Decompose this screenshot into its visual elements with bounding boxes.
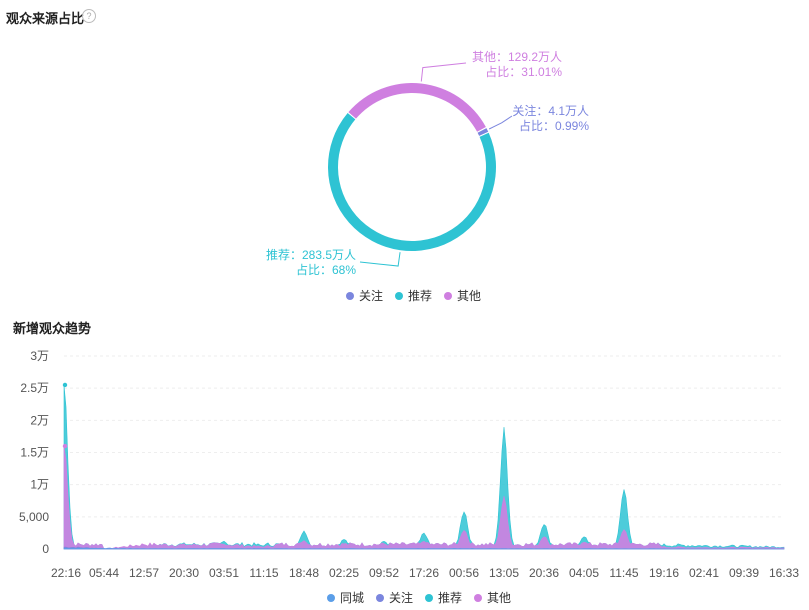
x-tick-label-4: 03:51 — [209, 566, 239, 580]
series-start-point-3 — [62, 443, 68, 449]
legend-dot — [474, 593, 483, 602]
x-tick-label-12: 20:36 — [529, 566, 559, 580]
legend-dot — [346, 291, 354, 300]
x-tick-label-10: 00:56 — [449, 566, 479, 580]
x-tick-label-17: 09:39 — [729, 566, 759, 580]
y-tick-label-1: 5,000 — [19, 510, 49, 524]
donut-slice-1[interactable] — [328, 112, 496, 251]
donut-label-2: 其他：129.2万人 — [472, 50, 562, 64]
y-tick-label-6: 3万 — [30, 349, 49, 363]
donut-label-1: 推荐：283.5万人 — [266, 248, 356, 262]
x-tick-label-7: 02:25 — [329, 566, 359, 580]
x-tick-label-14: 11:45 — [609, 566, 638, 580]
x-tick-label-9: 17:26 — [409, 566, 439, 580]
x-tick-label-8: 09:52 — [369, 566, 399, 580]
donut-percent-1: 占比：68% — [296, 262, 356, 277]
donut-slice-0[interactable] — [477, 128, 489, 136]
legend-dot — [444, 291, 453, 300]
donut-percent-0: 占比：0.99% — [519, 118, 589, 133]
audience-source-title: 观众来源占比 — [6, 11, 85, 26]
legend-label: 推荐 — [438, 591, 463, 605]
donut-legend-item-0[interactable]: 关注 — [346, 287, 383, 304]
trend-legend-item-0[interactable]: 同城 — [327, 589, 364, 606]
x-tick-label-6: 18:48 — [289, 566, 319, 580]
trend-legend: 同城 关注 推荐 其他 — [327, 589, 523, 606]
donut-label-0: 关注：4.1万人 — [512, 103, 589, 118]
legend-label: 关注 — [389, 591, 414, 605]
x-tick-label-3: 20:30 — [169, 566, 199, 580]
donut-leader-1 — [359, 252, 401, 267]
question-icon[interactable]: ? — [82, 9, 96, 23]
y-tick-label-2: 1万 — [30, 478, 49, 492]
donut-leader-0 — [488, 115, 513, 130]
x-tick-label-5: 11:15 — [249, 566, 278, 580]
x-tick-label-2: 12:57 — [129, 566, 159, 580]
series-start-point-2 — [62, 382, 68, 388]
donut-percent-2: 占比：31.01% — [485, 64, 562, 79]
legend-label: 关注 — [359, 289, 384, 303]
x-tick-label-16: 02:41 — [689, 566, 719, 580]
trend-legend-item-3[interactable]: 其他 — [474, 589, 511, 606]
area-series-2[interactable] — [63, 385, 785, 550]
legend-label: 其他 — [487, 591, 512, 605]
trend-legend-item-2[interactable]: 推荐 — [425, 589, 462, 606]
y-tick-label-0: 0 — [42, 542, 49, 556]
legend-label: 同城 — [340, 591, 365, 605]
x-tick-label-15: 19:16 — [649, 566, 679, 580]
donut-legend: 关注 推荐 其他 — [346, 287, 493, 304]
donut-slice-2[interactable] — [348, 83, 486, 132]
y-tick-label-4: 2万 — [30, 413, 49, 427]
legend-dot — [376, 593, 385, 602]
x-tick-label-11: 13:05 — [489, 566, 519, 580]
area-series-0[interactable] — [63, 547, 785, 550]
trend-legend-item-1[interactable]: 关注 — [376, 589, 413, 606]
new-audience-trend-title: 新增观众趋势 — [13, 321, 92, 336]
legend-label: 推荐 — [408, 289, 433, 303]
legend-dot — [425, 593, 434, 602]
y-tick-label-3: 1.5万 — [20, 446, 49, 460]
legend-dot — [395, 291, 404, 300]
x-tick-label-13: 04:05 — [569, 566, 599, 580]
legend-label: 其他 — [457, 289, 482, 303]
x-tick-label-0: 22:16 — [51, 566, 81, 580]
x-tick-label-1: 05:44 — [89, 566, 119, 580]
legend-dot — [327, 593, 335, 602]
x-tick-label-18: 16:33 — [769, 566, 799, 580]
area-series-3[interactable] — [63, 446, 785, 550]
donut-legend-item-1[interactable]: 推荐 — [395, 287, 432, 304]
y-tick-label-5: 2.5万 — [20, 381, 49, 395]
donut-legend-item-2[interactable]: 其他 — [444, 287, 481, 304]
donut-leader-2 — [420, 62, 467, 82]
